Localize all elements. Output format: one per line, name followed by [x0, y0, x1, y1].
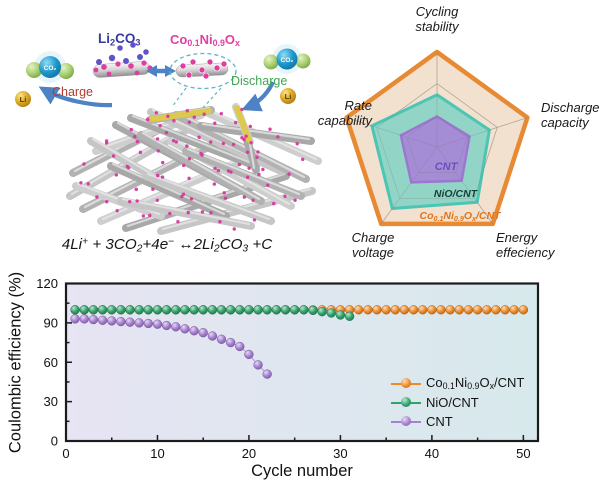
radar-series-label-nio-cnt: NiO/CNT: [433, 188, 478, 200]
charge-label: Charge: [52, 85, 93, 99]
reaction-scheme-panel: CO₂ Li CO₂ Li Li2CO3 Co0.1Ni0: [0, 0, 340, 270]
series-2: [70, 314, 272, 379]
legend-marker-icon: [391, 378, 421, 388]
efficiency-chart: 0 10 20 30 40 50 0 30 60 90 120: [36, 276, 540, 461]
radar-axis-charge-voltage: Charge voltage: [351, 230, 395, 260]
li-ion-left: Li: [15, 91, 31, 107]
li-label: Li: [20, 95, 27, 104]
radar-chart-panel: Cycling stability Discharge capacity Ene…: [318, 0, 600, 270]
catalyst-wire: [169, 52, 237, 111]
legend-marker-icon: [391, 416, 421, 426]
discharge-arrow-icon: [241, 81, 275, 112]
legend-marker-icon: [391, 397, 421, 407]
charge-arrow-icon: [38, 86, 113, 108]
co2-molecule-right: CO₂: [263, 44, 311, 74]
legend-label: NiO/CNT: [426, 395, 479, 410]
x-axis-title: Cycle number: [251, 462, 353, 480]
radar-axis-cycling-stability: Cycling stability: [415, 4, 459, 34]
y-axis-title: Coulombic efficiency (%): [6, 271, 25, 454]
svg-text:40: 40: [425, 446, 439, 461]
legend-label: Co0.1Ni0.9Ox/CNT: [426, 375, 525, 392]
svg-text:0: 0: [62, 446, 69, 461]
svg-text:50: 50: [516, 446, 530, 461]
svg-text:120: 120: [36, 276, 58, 291]
legend-label: CNT: [426, 414, 453, 429]
chart-legend: Co0.1Ni0.9Ox/CNT NiO/CNT CNT: [391, 374, 524, 431]
svg-text:60: 60: [44, 355, 58, 370]
catalyst-label: Co0.1Ni0.9Ox: [170, 32, 240, 49]
reaction-scheme-art: CO₂ Li CO₂ Li: [15, 42, 322, 235]
reaction-equation: 4Li+ + 3CO2+4e− ↔2Li2CO3 +C: [61, 236, 273, 255]
co2-molecule-left: CO₂: [26, 51, 74, 83]
radar-axis-discharge-capacity: Discharge capacity: [541, 100, 600, 130]
radar-series-label-cnt: CNT: [434, 161, 458, 173]
li-ion-right: Li: [280, 88, 296, 104]
discharge-label: Discharge: [231, 74, 288, 88]
svg-text:10: 10: [150, 446, 164, 461]
radar-series-label-conio-cnt: Co0.1Ni0.9Ox/CNT: [419, 210, 501, 223]
svg-text:30: 30: [333, 446, 347, 461]
co2-label: CO₂: [44, 65, 57, 72]
svg-text:0: 0: [51, 434, 58, 449]
series-1: [70, 305, 355, 321]
radar-axis-rate-capability: Rate capability: [317, 98, 372, 128]
zoom-ellipse-icon: [169, 52, 237, 90]
efficiency-chart-panel: 0 10 20 30 40 50 0 30 60 90 120 Coulombic efficien…: [0, 270, 600, 493]
radar-series-2: [399, 115, 471, 184]
co2-label: CO₂: [281, 57, 294, 64]
legend-item-2: CNT: [391, 412, 524, 431]
radar-axis-energy-effeciency: Energy effeciency: [496, 230, 555, 260]
legend-item-1: NiO/CNT: [391, 393, 524, 412]
nanowire-bundle: [66, 103, 322, 235]
svg-text:30: 30: [44, 394, 58, 409]
li2co3-label: Li2CO3: [98, 31, 141, 48]
radar-chart: [344, 49, 530, 227]
svg-text:20: 20: [242, 446, 256, 461]
li-label: Li: [285, 92, 292, 101]
legend-item-0: Co0.1Ni0.9Ox/CNT: [391, 374, 524, 393]
li2co3-wire: [92, 42, 153, 78]
svg-text:90: 90: [44, 315, 58, 330]
